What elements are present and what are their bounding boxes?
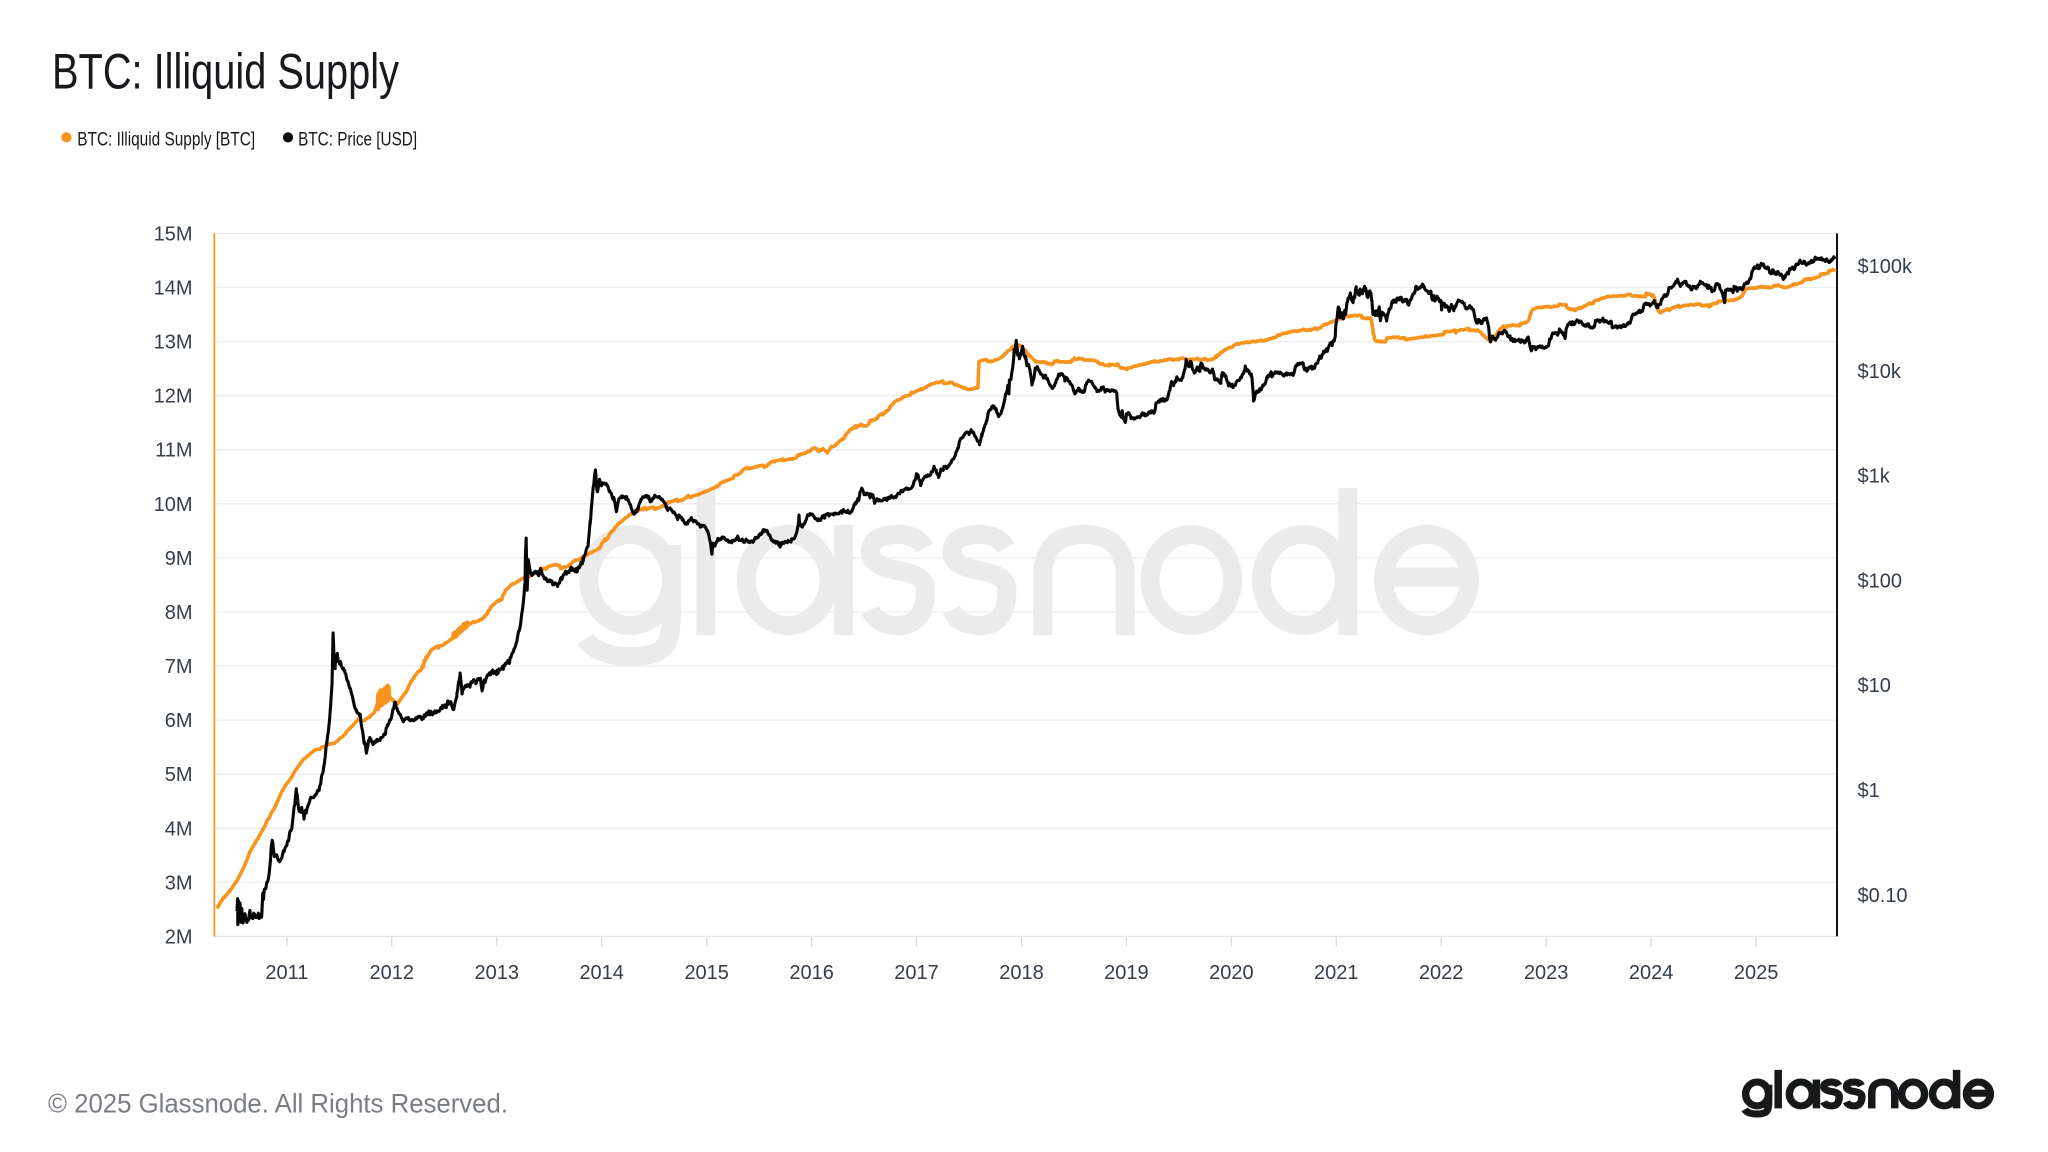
svg-text:$10: $10 bbox=[1858, 675, 1891, 697]
svg-text:11M: 11M bbox=[155, 440, 192, 462]
svg-text:$10k: $10k bbox=[1858, 361, 1902, 383]
svg-text:2M: 2M bbox=[165, 926, 193, 948]
svg-text:BTC: Illiquid Supply: BTC: Illiquid Supply bbox=[52, 44, 399, 100]
svg-text:2020: 2020 bbox=[1209, 962, 1254, 984]
svg-text:2014: 2014 bbox=[579, 962, 624, 984]
svg-text:$1: $1 bbox=[1858, 780, 1880, 802]
svg-text:2024: 2024 bbox=[1629, 962, 1674, 984]
svg-text:BTC: Illiquid Supply [BTC]: BTC: Illiquid Supply [BTC] bbox=[77, 129, 255, 151]
svg-text:3M: 3M bbox=[165, 872, 193, 894]
svg-text:2015: 2015 bbox=[684, 962, 729, 984]
svg-text:2017: 2017 bbox=[894, 962, 939, 984]
svg-text:$100k: $100k bbox=[1858, 256, 1913, 278]
svg-text:8M: 8M bbox=[165, 602, 193, 624]
svg-text:6M: 6M bbox=[165, 710, 193, 732]
svg-text:BTC: Price [USD]: BTC: Price [USD] bbox=[298, 129, 417, 151]
svg-text:2013: 2013 bbox=[475, 962, 520, 984]
svg-text:2025: 2025 bbox=[1734, 962, 1779, 984]
svg-text:15M: 15M bbox=[154, 223, 193, 245]
svg-text:2022: 2022 bbox=[1419, 962, 1464, 984]
svg-text:© 2025 Glassnode. All Rights R: © 2025 Glassnode. All Rights Reserved. bbox=[48, 1089, 508, 1119]
svg-text:10M: 10M bbox=[154, 494, 193, 516]
svg-text:2012: 2012 bbox=[370, 962, 415, 984]
svg-text:9M: 9M bbox=[165, 548, 193, 570]
svg-text:7M: 7M bbox=[165, 656, 193, 678]
svg-text:2011: 2011 bbox=[265, 962, 308, 984]
svg-text:5M: 5M bbox=[165, 764, 193, 786]
svg-text:2019: 2019 bbox=[1104, 962, 1149, 984]
svg-text:$100: $100 bbox=[1858, 570, 1903, 592]
svg-text:12M: 12M bbox=[154, 386, 193, 408]
svg-text:13M: 13M bbox=[154, 332, 193, 354]
svg-text:2016: 2016 bbox=[789, 962, 834, 984]
svg-text:2018: 2018 bbox=[999, 962, 1044, 984]
svg-text:$1k: $1k bbox=[1858, 466, 1891, 488]
svg-text:2023: 2023 bbox=[1524, 962, 1569, 984]
svg-text:2021: 2021 bbox=[1314, 962, 1359, 984]
svg-text:14M: 14M bbox=[154, 278, 193, 300]
svg-text:$0.10: $0.10 bbox=[1858, 885, 1908, 907]
svg-text:4M: 4M bbox=[165, 818, 193, 840]
